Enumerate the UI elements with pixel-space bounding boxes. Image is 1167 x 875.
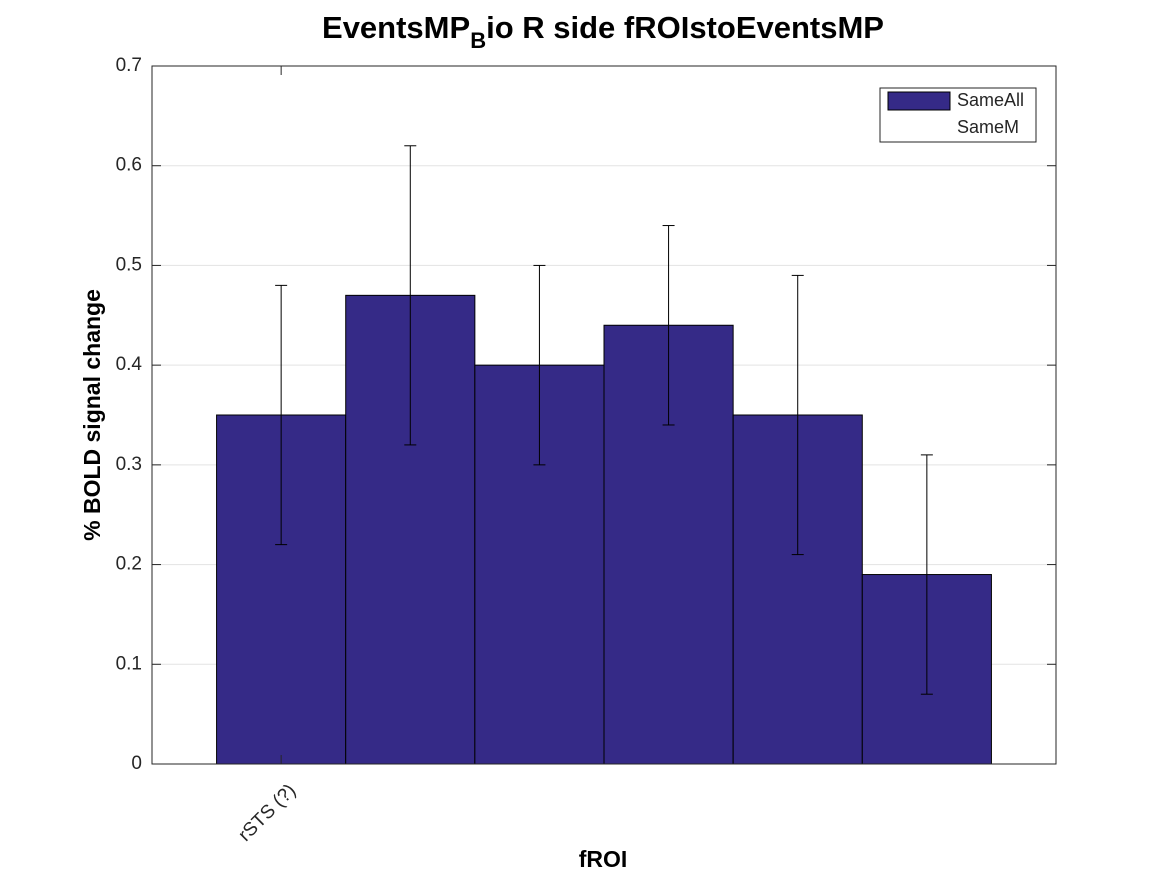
chart-title: EventsMPBio R side fROIstoEventsMP (322, 10, 884, 53)
y-tick-label: 0.3 (116, 454, 142, 475)
legend-label: SameM (957, 117, 1019, 137)
y-tick-label: 0 (131, 753, 142, 774)
error-bar (791, 274, 804, 556)
error-bar (662, 225, 675, 426)
y-tick-label: 0.1 (116, 653, 142, 674)
y-tick-label: 0.5 (116, 254, 142, 275)
y-axis-label: % BOLD signal change (79, 289, 105, 541)
x-axis-label: fROI (579, 846, 628, 872)
legend-swatch (887, 91, 951, 111)
title-part: B (470, 28, 486, 53)
title-part: EventsMP (322, 10, 470, 45)
error-bar (404, 145, 417, 446)
title-part: io R side fROIstoEventsMP (486, 10, 884, 45)
error-bar (275, 284, 288, 546)
error-bar (533, 264, 546, 466)
axes-box (151, 65, 1057, 765)
y-tick-label: 0.2 (116, 554, 142, 575)
y-tick-label: 0.6 (116, 155, 142, 176)
error-bar (920, 454, 933, 695)
y-tick-label: 0.4 (116, 354, 143, 375)
y-tick-label: 0.7 (116, 55, 142, 76)
legend-label: SameAll (957, 90, 1024, 110)
